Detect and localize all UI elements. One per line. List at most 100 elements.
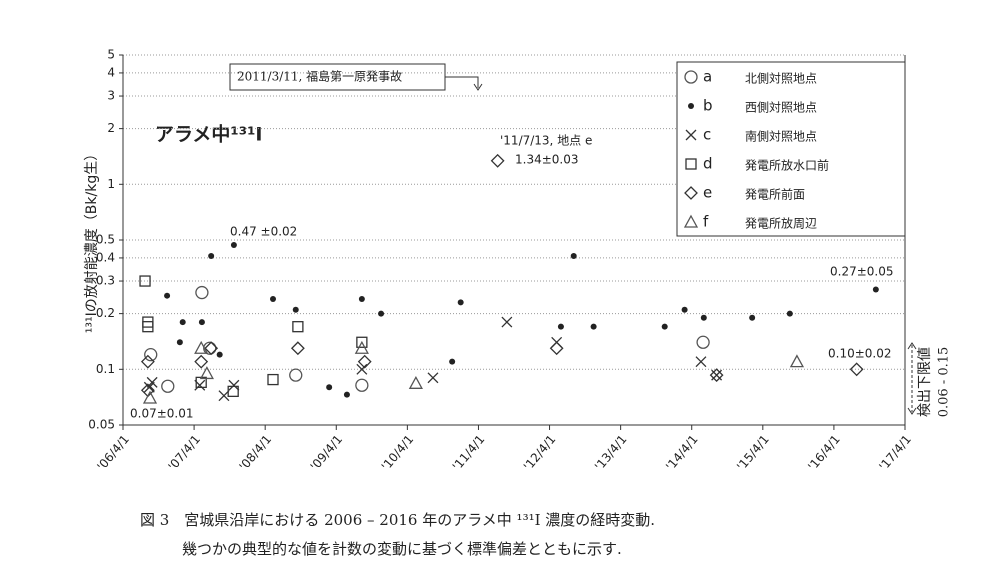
caption-line: 図 3 宮城県沿岸における 2006 – 2016 年のアラメ中 ¹³¹I 濃度… [140, 511, 655, 529]
point [216, 351, 223, 358]
point [681, 306, 688, 313]
y-tick-label: 5 [107, 48, 115, 62]
point [144, 348, 158, 362]
point [786, 310, 793, 317]
legend-marker [688, 103, 694, 109]
point [501, 316, 513, 328]
legend-letter: a [703, 68, 712, 86]
point [292, 306, 299, 313]
point [176, 339, 183, 346]
point [357, 354, 372, 369]
point [140, 354, 155, 369]
y-tick-label: 0.05 [88, 418, 115, 432]
point [194, 354, 209, 369]
point [204, 341, 219, 356]
annotation: '11/7/13, 地点 e [500, 134, 592, 148]
legend-label: 北側対照地点 [745, 72, 817, 86]
legend-marker [684, 70, 698, 84]
point [356, 363, 368, 375]
annotation: 0.27±0.05 [830, 265, 894, 279]
point [142, 390, 158, 404]
point [289, 368, 303, 382]
y-tick-label: 1 [107, 177, 115, 191]
point [408, 375, 423, 389]
point [203, 341, 217, 355]
legend-letter: b [703, 97, 713, 115]
point [449, 358, 456, 365]
point [164, 292, 171, 299]
limit-arrow-heads [907, 342, 917, 415]
annotation: 0.47 ±0.02 [230, 225, 297, 239]
point [228, 379, 240, 391]
point [198, 319, 205, 326]
point [789, 354, 805, 368]
point [849, 362, 864, 377]
point [709, 368, 724, 383]
point [161, 379, 175, 393]
point [355, 378, 369, 392]
legend-marker [683, 214, 699, 228]
point [343, 391, 350, 398]
legend-marker [684, 186, 698, 200]
point [427, 372, 439, 384]
y-axis-label: ¹³¹Iの放射能濃度（Bk/kg生） [84, 147, 100, 333]
point [218, 390, 230, 402]
point [139, 275, 151, 287]
y-tick-label: 0.4 [96, 250, 115, 264]
point [208, 252, 215, 259]
legend-letter: f [703, 213, 709, 231]
point [457, 299, 464, 306]
point [194, 340, 209, 354]
point [700, 314, 707, 321]
legend-box [676, 61, 906, 237]
point [142, 321, 154, 333]
chart-title: アラメ中¹³¹I [155, 123, 262, 146]
annotation: 0.10±0.02 [828, 347, 892, 361]
point [290, 341, 305, 356]
point [378, 310, 385, 317]
legend-label: 発電所放周辺 [745, 216, 817, 231]
point [549, 341, 564, 356]
legend-letter: c [703, 126, 711, 144]
legend-label: 発電所前面 [745, 187, 805, 202]
caption-line: 幾つかの典型的な値を計数の変動に基づく標準偏差とともに示す. [182, 540, 622, 558]
annotation: 1.34±0.03 [515, 153, 579, 167]
point [354, 340, 369, 354]
y-tick-label: 3 [107, 89, 115, 103]
point [749, 314, 756, 321]
y-tick-label: 4 [107, 65, 115, 79]
point [143, 381, 155, 393]
point [230, 241, 237, 248]
point [270, 295, 277, 302]
annotation: 2011/3/11, 福島第一原発事故 [237, 69, 402, 84]
legend-label: 発電所放水口前 [745, 158, 829, 173]
legend-label: 南側対照地点 [745, 129, 817, 144]
point [199, 366, 214, 380]
point [179, 319, 186, 326]
point [326, 384, 333, 391]
legend-letter: e [703, 184, 712, 202]
legend-marker [685, 129, 697, 141]
y-tick-label: 2 [107, 121, 115, 135]
point [695, 356, 707, 368]
point [356, 336, 368, 348]
event-box [229, 63, 446, 91]
point [570, 252, 577, 259]
point [292, 321, 304, 333]
legend-marker [685, 158, 697, 170]
point [872, 286, 879, 293]
point [696, 335, 710, 349]
point [358, 295, 365, 302]
y-tick-label: 0.1 [96, 362, 115, 376]
point [661, 323, 668, 330]
legend-label: 西側対照地点 [745, 101, 817, 115]
y-tick-label: 0.3 [96, 274, 115, 288]
legend-letter: d [703, 155, 713, 173]
detection-limit-label: 検出下限値 [917, 347, 933, 417]
point [557, 323, 564, 330]
point [195, 285, 209, 300]
point [490, 153, 505, 168]
event-arrow [445, 76, 483, 91]
y-tick-label: 0.5 [96, 233, 115, 247]
